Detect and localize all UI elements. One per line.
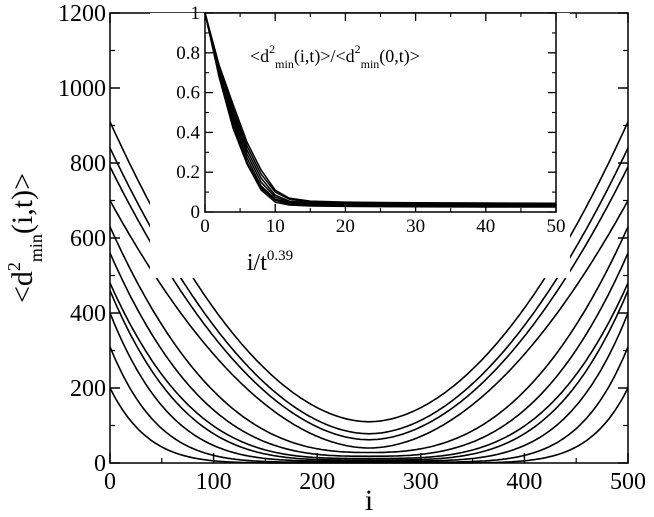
main-x-tick-label: 100 <box>196 469 232 495</box>
main-x-tick-label: 400 <box>506 469 542 495</box>
main-y-axis-label-lead: <d <box>6 271 39 303</box>
inset-x-tick-label: 0 <box>200 216 210 237</box>
inset-annotation-sub1: min <box>275 57 294 71</box>
main-y-axis-label-sub: min <box>26 234 46 262</box>
inset-x-tick-label: 40 <box>476 216 495 237</box>
main-x-axis-label: i <box>365 484 373 517</box>
inset-y-tick-label: 0.4 <box>176 122 200 143</box>
main-series-line <box>109 200 629 449</box>
main-series-line <box>109 387 629 464</box>
inset-y-tick-label: 0.8 <box>176 43 200 64</box>
inset-x-axis-label-sup: 0.39 <box>267 248 293 264</box>
inset-series-line <box>204 12 557 204</box>
inset-series-line <box>204 12 556 205</box>
main-series-line <box>109 121 629 423</box>
main-x-tick-label: 300 <box>403 469 439 495</box>
main-curves <box>109 121 629 464</box>
inset-x-tick-label: 20 <box>336 216 355 237</box>
main-series-line <box>109 312 629 462</box>
main-y-tick-label: 0 <box>94 451 106 477</box>
main-x-tick-label: 200 <box>299 469 335 495</box>
inset-annotation: <d2min(i,t)>/<d2min(0,t)> <box>250 42 420 71</box>
inset-curves <box>204 12 557 208</box>
inset-annotation-part3: (0,t)> <box>379 46 420 67</box>
main-series-line <box>109 252 629 458</box>
inset-annotation-part1: <d <box>250 46 269 66</box>
main-y-tick-label: 400 <box>70 301 106 327</box>
main-y-axis-label-sup: 2 <box>4 262 24 271</box>
inset-y-tick-label: 1 <box>191 3 201 24</box>
main-y-axis-label: <d2min(i,t)> <box>4 173 46 303</box>
inset-y-tick-label: 0.2 <box>176 162 200 183</box>
main-y-tick-label: 1200 <box>58 1 106 27</box>
inset-x-tick-label: 50 <box>547 216 566 237</box>
inset-series-line <box>204 12 557 206</box>
main-series-line <box>109 147 629 435</box>
main-x-tick-label: 500 <box>610 469 646 495</box>
main-y-tick-label: 1000 <box>58 76 106 102</box>
main-y-tick-label: 600 <box>70 226 106 252</box>
inset-x-tick-label: 10 <box>266 216 285 237</box>
inset-annotation-sub2: min <box>361 57 380 71</box>
main-series-line <box>109 290 629 461</box>
main-y-tick-label: 800 <box>70 151 106 177</box>
main-x-tick-label: 0 <box>104 469 116 495</box>
inset-background <box>150 13 570 278</box>
main-y-tick-label: 200 <box>70 376 106 402</box>
inset-x-axis-label: i/t0.39 <box>247 248 293 276</box>
main-series-line <box>109 166 629 441</box>
inset-annotation-sup1: 2 <box>269 42 275 56</box>
inset-annotation-part2: (i,t)>/<d <box>294 46 355 67</box>
main-series-line <box>109 226 629 454</box>
main-y-axis-label-tail: (i,t)> <box>6 173 39 234</box>
inset-y-tick-label: 0.6 <box>176 83 200 104</box>
inset-y-tick-label: 0 <box>191 202 201 223</box>
inset-annotation-sup2: 2 <box>355 42 361 56</box>
inset-x-axis-label-base: i/t <box>247 250 267 276</box>
inset-ticks: 0 10 20 30 40 50 0 0.2 0.4 0.6 0.8 1 <box>176 3 565 237</box>
inset-series-line <box>204 12 556 207</box>
main-series-line <box>109 282 629 460</box>
inset-x-tick-label: 30 <box>406 216 425 237</box>
